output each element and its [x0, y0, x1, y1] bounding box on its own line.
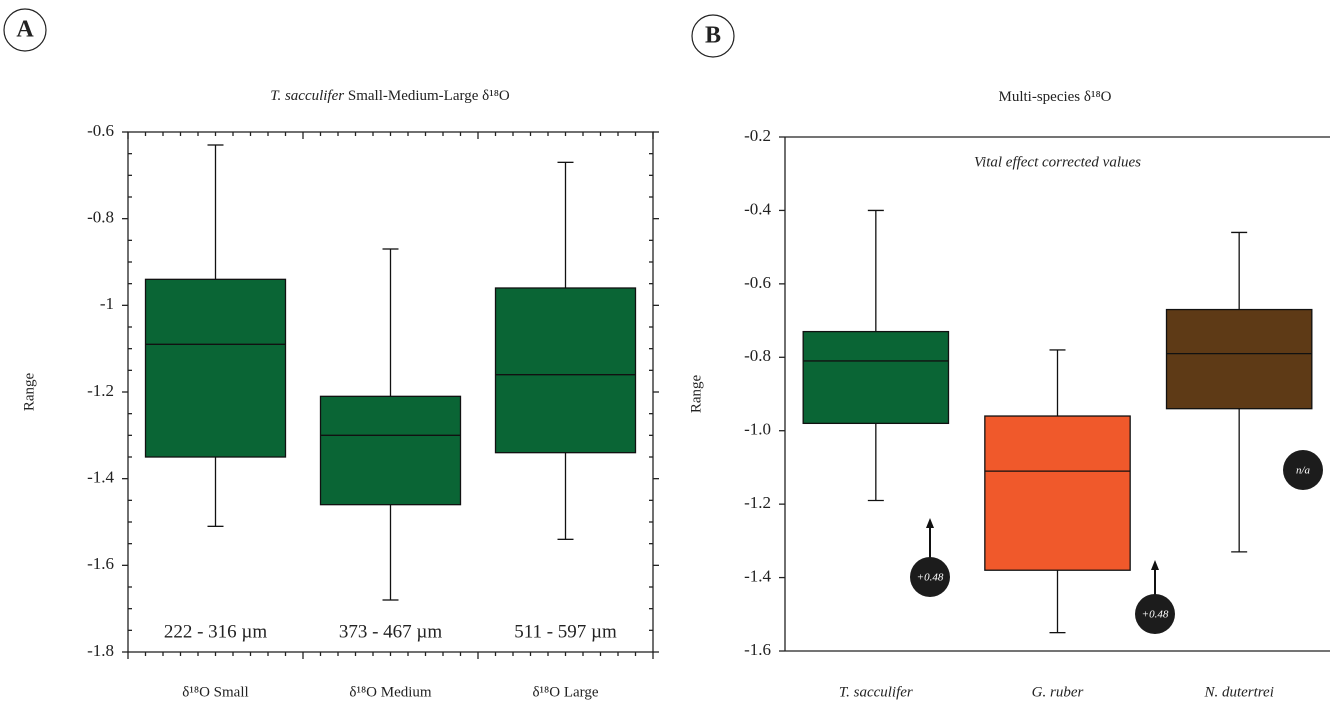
y-axis-label: Range: [21, 373, 37, 412]
x-tick-label: δ¹⁸O Large: [532, 684, 598, 700]
y-tick-label: -1.2: [87, 381, 114, 400]
x-tick-label: δ¹⁸O Small: [182, 684, 248, 700]
box: [802, 330, 950, 425]
badge-label: n/a: [1296, 465, 1311, 477]
badge: [1135, 594, 1175, 634]
x-tick-label: δ¹⁸O Medium: [349, 684, 432, 700]
y-tick-label: -1.0: [744, 420, 771, 439]
y-tick-label: -0.8: [87, 208, 114, 227]
badge: [910, 557, 950, 597]
badge-label: +0.48: [917, 572, 944, 584]
y-tick-label: -0.6: [87, 121, 114, 140]
box: [1165, 308, 1313, 410]
box: [319, 395, 462, 506]
box: [144, 278, 287, 458]
chart-title: Multi-species δ¹⁸O: [998, 89, 1111, 105]
y-tick-label: -0.4: [744, 199, 771, 218]
y-tick-label: -1.4: [744, 566, 771, 585]
panel-label: B: [705, 23, 721, 49]
y-tick-label: -1.2: [744, 493, 771, 512]
box: [984, 415, 1131, 571]
y-axis-label: Range: [688, 375, 704, 414]
chart-title: T. sacculifer Small-Medium-Large δ¹⁸O: [270, 88, 510, 104]
title-text: Multi-species δ¹⁸O: [998, 89, 1111, 105]
y-tick-label: -0.8: [744, 346, 771, 365]
y-tick-label: -1.6: [744, 640, 771, 659]
panel-circle: [3, 8, 47, 52]
size-label: 511 - 597 µm: [514, 621, 617, 642]
badge-label: +0.48: [1142, 609, 1169, 621]
x-tick-label: T. sacculifer: [839, 684, 913, 700]
note: Vital effect corrected values: [974, 154, 1141, 170]
y-tick-label: -0.2: [744, 126, 771, 145]
x-tick-label: N. dutertrei: [1203, 684, 1273, 700]
y-tick-label: -1: [100, 294, 114, 313]
y-tick-label: -1.6: [87, 554, 114, 573]
panel-circle: [691, 14, 735, 58]
x-tick-label: G. ruber: [1032, 684, 1084, 700]
title-italic: T. sacculifer: [270, 88, 344, 104]
size-label: 222 - 316 µm: [164, 621, 268, 642]
panel-label: A: [16, 17, 34, 43]
size-label: 373 - 467 µm: [339, 621, 443, 642]
y-tick-label: -1.8: [87, 641, 114, 660]
box: [494, 287, 637, 454]
arrow-head: [926, 518, 934, 528]
badge: [1283, 450, 1323, 490]
y-tick-label: -1.4: [87, 468, 114, 487]
y-tick-label: -0.6: [744, 273, 771, 292]
title-text: Small-Medium-Large δ¹⁸O: [348, 88, 510, 104]
arrow-head: [1151, 560, 1159, 570]
